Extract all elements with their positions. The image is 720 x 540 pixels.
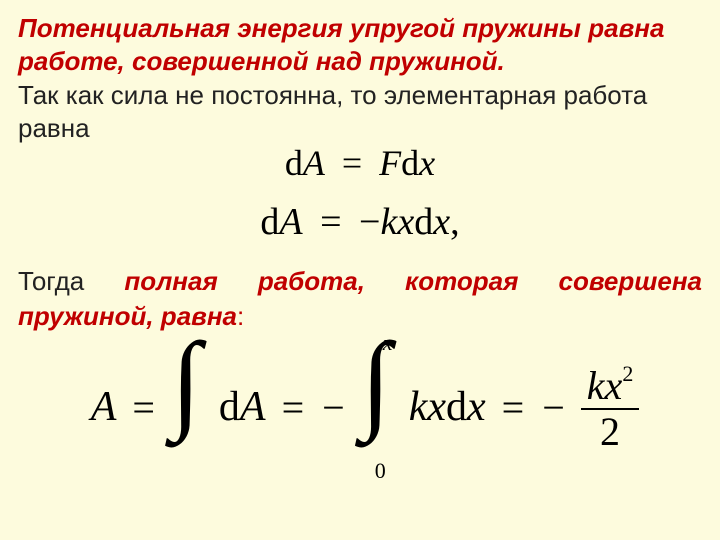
frac-den: 2 bbox=[594, 410, 626, 454]
equation-integral-work: A = ∫ dA = − x ∫ 0 kxdx = − kx2 2 bbox=[28, 352, 702, 462]
minus: − bbox=[359, 201, 380, 243]
equals: = bbox=[334, 143, 370, 183]
var-x: x bbox=[427, 384, 446, 430]
diff-d2: d bbox=[446, 384, 467, 430]
minus-1: − bbox=[320, 384, 347, 431]
diff-d2: d bbox=[414, 201, 433, 243]
paragraph-elementary-work: Так как сила не постоянна, то элементарн… bbox=[18, 79, 702, 144]
integral-2: x ∫ 0 bbox=[361, 352, 395, 462]
var-k: k bbox=[380, 201, 397, 243]
equals-2: = bbox=[280, 384, 307, 431]
var-x1: x bbox=[397, 201, 414, 243]
comma: , bbox=[450, 201, 460, 243]
fraction-kx2-over-2: kx2 2 bbox=[581, 361, 640, 454]
frac-num-k: k bbox=[587, 363, 605, 408]
para2-colon: : bbox=[237, 301, 244, 331]
headline-emphasis: Потенциальная энергия упругой пружины ра… bbox=[18, 12, 702, 77]
var-x2: x bbox=[433, 201, 450, 243]
integral-1: ∫ bbox=[171, 352, 205, 462]
diff-d2: d bbox=[401, 143, 419, 183]
var-A: A bbox=[91, 383, 117, 431]
var-A2: A bbox=[240, 384, 266, 430]
integral-sign-icon: ∫ bbox=[361, 336, 391, 426]
var-A: A bbox=[279, 201, 302, 243]
equation-dA-Fdx: dA = Fdx bbox=[18, 142, 702, 184]
equals-1: = bbox=[130, 384, 157, 431]
integral-lower: 0 bbox=[375, 458, 386, 484]
paragraph-full-work: Тогда полная работа, которая совершена п… bbox=[18, 264, 702, 334]
para2-lead: Тогда bbox=[18, 266, 124, 296]
equals: = bbox=[312, 201, 349, 243]
var-x: x bbox=[419, 143, 435, 183]
frac-num-pow: 2 bbox=[622, 361, 633, 386]
var-k: k bbox=[409, 384, 428, 430]
minus-2: − bbox=[540, 384, 567, 431]
integral-sign-icon: ∫ bbox=[171, 336, 201, 426]
diff-d: d bbox=[219, 384, 240, 430]
diff-d: d bbox=[260, 201, 279, 243]
var-F: F bbox=[379, 143, 401, 183]
var-A: A bbox=[303, 143, 325, 183]
diff-d: d bbox=[285, 143, 303, 183]
equals-3: = bbox=[500, 384, 527, 431]
equation-dA-kxdx: dA = −kxdx, bbox=[18, 200, 702, 244]
var-x2: x bbox=[467, 384, 486, 430]
frac-num-x: x bbox=[605, 363, 623, 408]
